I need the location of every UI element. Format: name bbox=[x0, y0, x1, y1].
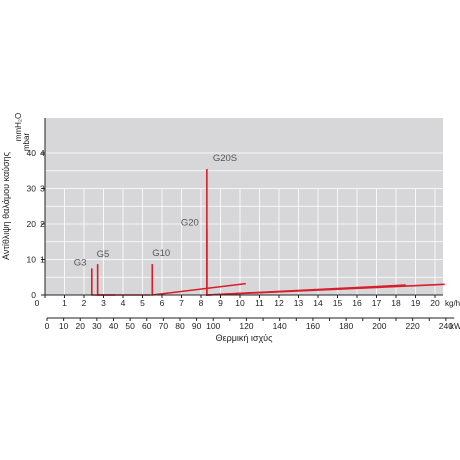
x2-tick-label: 60 bbox=[142, 321, 152, 331]
x-tick-label: 11 bbox=[255, 298, 264, 308]
x-tick-label: 4 bbox=[121, 298, 126, 308]
x-tick-label: 13 bbox=[294, 298, 304, 308]
x-tick-label: 14 bbox=[313, 298, 323, 308]
x-tick-label: 19 bbox=[411, 298, 421, 308]
x-tick-label: 20 bbox=[430, 298, 440, 308]
x2-tick-label: 220 bbox=[406, 321, 420, 331]
y-tick-label: 30 bbox=[27, 184, 37, 194]
y-tick-label: 0 bbox=[31, 290, 36, 300]
grid bbox=[45, 152, 443, 295]
x2-tick-label: 200 bbox=[372, 321, 386, 331]
x-axis-title: Θερμική ισχύς bbox=[216, 333, 274, 343]
x2-tick-label: 30 bbox=[92, 321, 102, 331]
x-tick-label: 6 bbox=[160, 298, 165, 308]
y-tick-label: 10 bbox=[27, 255, 37, 265]
x-tick-label: 0 bbox=[35, 298, 40, 308]
x2-tick-label: 0 bbox=[45, 321, 50, 331]
series-label-g5: G5 bbox=[97, 249, 110, 260]
x-tick-label: 15 bbox=[333, 298, 343, 308]
x2-tick-label: 70 bbox=[159, 321, 169, 331]
y-unit-mbar: mbar bbox=[22, 133, 31, 152]
y-tick-label-mm: 1 bbox=[40, 255, 45, 265]
x2-tick-label: 20 bbox=[76, 321, 86, 331]
x-tick-label: 10 bbox=[235, 298, 245, 308]
x2-tick-label: 160 bbox=[306, 321, 320, 331]
x-tick-label: 1 bbox=[62, 298, 67, 308]
x2-tick-label: 40 bbox=[109, 321, 119, 331]
series-label-g20s: G20S bbox=[213, 153, 237, 164]
x-tick-label: 8 bbox=[199, 298, 204, 308]
x-tick-label: 18 bbox=[391, 298, 401, 308]
x2-tick-label: 140 bbox=[273, 321, 287, 331]
x-tick-label: 3 bbox=[101, 298, 106, 308]
y-unit-mmh2o: mmH₂O bbox=[14, 113, 23, 141]
y-tick-label: 40 bbox=[27, 148, 37, 158]
x2-tick-label: 100 bbox=[206, 321, 220, 331]
x2-tick-label: 240 bbox=[439, 321, 453, 331]
x-tick-label: 12 bbox=[274, 298, 284, 308]
x-tick-label: 17 bbox=[372, 298, 382, 308]
series-label-g3: G3 bbox=[74, 257, 87, 268]
x-tick-label: 7 bbox=[179, 298, 184, 308]
x-unit-top: kg/h bbox=[445, 299, 460, 308]
x2-tick-label: 180 bbox=[339, 321, 353, 331]
x-tick-label: 9 bbox=[218, 298, 223, 308]
y-tick-label: 20 bbox=[27, 219, 37, 229]
y-tick-label-mm: 2 bbox=[40, 219, 45, 229]
x-tick-label: 16 bbox=[352, 298, 362, 308]
x2-tick-label: 50 bbox=[125, 321, 135, 331]
x-tick-label: 5 bbox=[140, 298, 145, 308]
series-label-g20: G20 bbox=[181, 217, 199, 228]
x-tick-label: 2 bbox=[82, 298, 87, 308]
y-tick-label-mm: 4 bbox=[40, 148, 45, 158]
x2-tick-label: 90 bbox=[192, 321, 202, 331]
y-tick-label-mm: 3 bbox=[40, 184, 45, 194]
x2-tick-label: 10 bbox=[59, 321, 69, 331]
x2-tick-label: 80 bbox=[175, 321, 185, 331]
series-label-g10: G10 bbox=[152, 248, 170, 259]
y-axis-title: Αντίθλιψη θαλάμου καύσης bbox=[1, 151, 11, 260]
x2-tick-label: 120 bbox=[239, 321, 253, 331]
x-unit-bottom: kW bbox=[450, 322, 460, 331]
